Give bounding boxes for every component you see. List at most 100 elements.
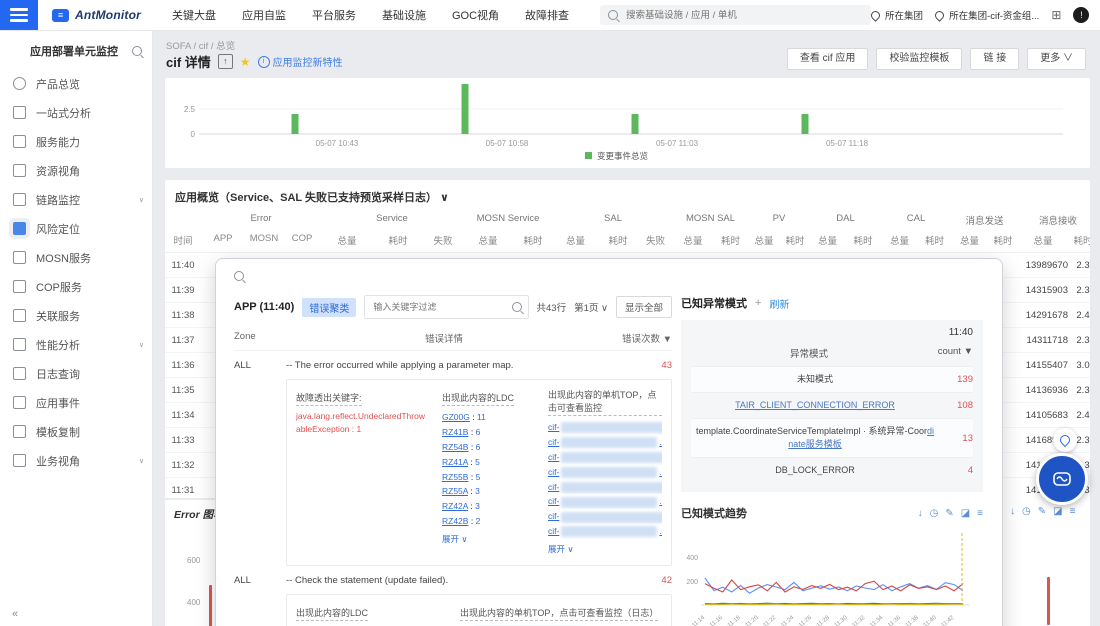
deploy-badge-icon[interactable]: ↑ — [217, 54, 233, 69]
global-search-input[interactable] — [624, 8, 864, 22]
sidebar-item[interactable]: 产品总览 — [0, 69, 152, 98]
sidebar-item[interactable]: 关联服务 — [0, 301, 152, 330]
show-all-button[interactable]: 显示全部 — [615, 296, 672, 318]
modal-search-icon[interactable] — [234, 271, 244, 281]
floating-location-pin[interactable] — [1053, 428, 1077, 452]
column-header-cell[interactable]: 耗时 — [918, 229, 951, 253]
new-feature-link[interactable]: i 应用监控新特性 — [257, 54, 343, 69]
sidebar-item[interactable]: 资源视角 — [0, 156, 152, 185]
column-header-cell[interactable]: 总量 — [881, 229, 918, 253]
global-search[interactable] — [600, 5, 872, 25]
sidebar-collapse-button[interactable]: « — [12, 608, 19, 620]
column-header-cell[interactable]: 总量 — [673, 229, 713, 253]
host-link[interactable]: .alipay.com — [659, 526, 662, 537]
sidebar-item[interactable]: COP服务 — [0, 272, 152, 301]
ldc-link[interactable]: RZ55B — [442, 471, 469, 482]
column-header-cell[interactable]: 耗时 — [713, 229, 748, 253]
ldc-link[interactable]: RZ41A — [442, 456, 468, 467]
chart-toolbar-icon[interactable]: ✎ — [1037, 506, 1047, 517]
scope-selector-group[interactable]: 所在集团 — [869, 8, 923, 22]
error-row[interactable]: ALL -- Check the statement (update faile… — [234, 575, 672, 586]
column-header-cell[interactable]: 总量 — [553, 229, 598, 253]
column-header-cell[interactable]: 耗时 — [513, 229, 553, 253]
host-link[interactable]: cif- — [548, 436, 560, 447]
chart-toolbar-icon[interactable]: ◪ — [1053, 506, 1063, 517]
column-header-cell[interactable]: COP — [283, 229, 321, 253]
host-link[interactable]: cif- — [548, 466, 560, 477]
chart-toolbar-icon[interactable]: ◷ — [929, 507, 939, 519]
header-action-button[interactable]: 更多 ∨ — [1027, 48, 1086, 70]
column-header-cell[interactable]: 耗时 — [1068, 229, 1090, 253]
sidebar-search-icon[interactable] — [132, 46, 142, 56]
host-link[interactable]: cif- — [548, 496, 560, 507]
sidebar-item[interactable]: 风险定位 — [0, 214, 152, 243]
favorite-star-icon[interactable]: ★ — [239, 54, 251, 69]
expand-link[interactable]: 展开 ∨ — [442, 534, 468, 544]
page-select[interactable]: 第1页 ∨ — [574, 303, 608, 314]
column-header-cell[interactable]: APP — [201, 229, 245, 253]
column-header-cell[interactable]: 总量 — [748, 229, 780, 253]
ldc-link[interactable]: RZ41B — [442, 426, 469, 437]
chart-toolbar-icon[interactable]: ◷ — [1022, 506, 1031, 517]
column-header-cell[interactable]: 耗时 — [845, 229, 881, 253]
host-link[interactable]: .alipay.com — [659, 496, 662, 507]
column-header-cell[interactable]: MOSN — [245, 229, 283, 253]
expand-link[interactable]: 展开 ∨ — [548, 544, 574, 554]
notification-icon[interactable]: ! — [1073, 7, 1090, 23]
column-header-cell[interactable]: 总量 — [1018, 229, 1068, 253]
host-link[interactable]: cif- — [548, 451, 560, 462]
fault-keyword[interactable]: java.lang.reflect.UndeclaredThrowableExc… — [296, 411, 425, 434]
pattern-link[interactable]: TAIR_CLIENT_CONNECTION_ERROR — [735, 400, 895, 411]
chart-toolbar-icon[interactable]: ✎ — [945, 507, 954, 519]
host-link[interactable]: .alipay.com — [659, 436, 662, 447]
sidebar-item[interactable]: 日志查询 — [0, 359, 152, 388]
error-cluster-tag[interactable]: 错误聚类 — [302, 297, 357, 317]
nav-menu-item[interactable]: 故障排查 — [525, 10, 570, 22]
breadcrumb[interactable]: SOFA / cif / 总览 — [166, 41, 236, 52]
header-action-button[interactable]: 查看 cif 应用 — [786, 48, 869, 70]
sidebar-item[interactable]: 链路监控 ∨ — [0, 185, 152, 214]
pattern-row[interactable]: 未知模式 139 — [691, 366, 973, 393]
chart-toolbar-icon[interactable]: ≡ — [1069, 506, 1076, 517]
error-row[interactable]: ALL -- The error occurred while applying… — [234, 360, 672, 371]
nav-menu-item[interactable]: 基础设施 — [381, 10, 426, 22]
host-link[interactable]: cif- — [548, 511, 560, 522]
sidebar-item[interactable]: 服务能力 — [0, 127, 152, 156]
host-link[interactable]: cif- — [548, 422, 560, 432]
nav-menu-item[interactable]: 关键大盘 — [171, 10, 216, 22]
chart-toolbar-icon[interactable]: ↓ — [1010, 506, 1015, 517]
floating-assistant-button[interactable] — [1036, 453, 1088, 505]
column-header-cell[interactable]: 失败 — [423, 229, 463, 253]
chart-toolbar-icon[interactable]: ↓ — [917, 507, 923, 519]
filter-search-icon[interactable] — [511, 302, 522, 312]
ldc-link[interactable]: RZ54B — [442, 441, 469, 452]
column-header-cell[interactable]: 时间 — [165, 229, 201, 253]
ldc-link[interactable]: RZ42A — [442, 501, 468, 512]
host-link[interactable]: cif- — [548, 481, 560, 492]
add-pattern-button[interactable]: + — [755, 297, 762, 309]
apps-grid-icon[interactable]: ⊞ — [1051, 8, 1062, 22]
column-header-cell[interactable]: 耗时 — [988, 229, 1018, 253]
column-header-cell[interactable]: 总量 — [463, 229, 513, 253]
nav-menu-item[interactable]: 平台服务 — [311, 10, 356, 22]
column-header-cell[interactable]: 耗时 — [780, 229, 810, 253]
pattern-row[interactable]: DB_LOCK_ERROR 4 — [691, 457, 973, 483]
host-link[interactable]: .alipay.com — [659, 466, 662, 477]
pattern-count-header[interactable]: count ▼ — [937, 346, 973, 357]
header-action-button[interactable]: 校验监控模板 — [876, 48, 963, 70]
chart-toolbar-icon[interactable]: ≡ — [977, 507, 983, 519]
sidebar-item[interactable]: 模板复制 — [0, 417, 152, 446]
host-link[interactable]: cif- — [548, 526, 560, 537]
count-column-header[interactable]: 错误次数 ▼ — [621, 334, 672, 345]
sidebar-item[interactable]: 一站式分析 — [0, 98, 152, 127]
scope-selector-unit[interactable]: 所在集团-cif-资金组... — [933, 8, 1039, 22]
header-action-button[interactable]: 链 接 — [970, 48, 1020, 70]
column-header-cell[interactable]: 总量 — [321, 229, 373, 253]
sidebar-item[interactable]: 应用事件 — [0, 388, 152, 417]
sidebar-item[interactable]: MOSN服务 — [0, 243, 152, 272]
pattern-link[interactable]: dinate服务模板 — [788, 426, 935, 450]
keyword-filter-input[interactable] — [371, 301, 507, 313]
column-header-cell[interactable]: 总量 — [810, 229, 845, 253]
pattern-row[interactable]: TAIR_CLIENT_CONNECTION_ERROR 108 — [691, 392, 973, 418]
column-header-cell[interactable]: 耗时 — [598, 229, 638, 253]
